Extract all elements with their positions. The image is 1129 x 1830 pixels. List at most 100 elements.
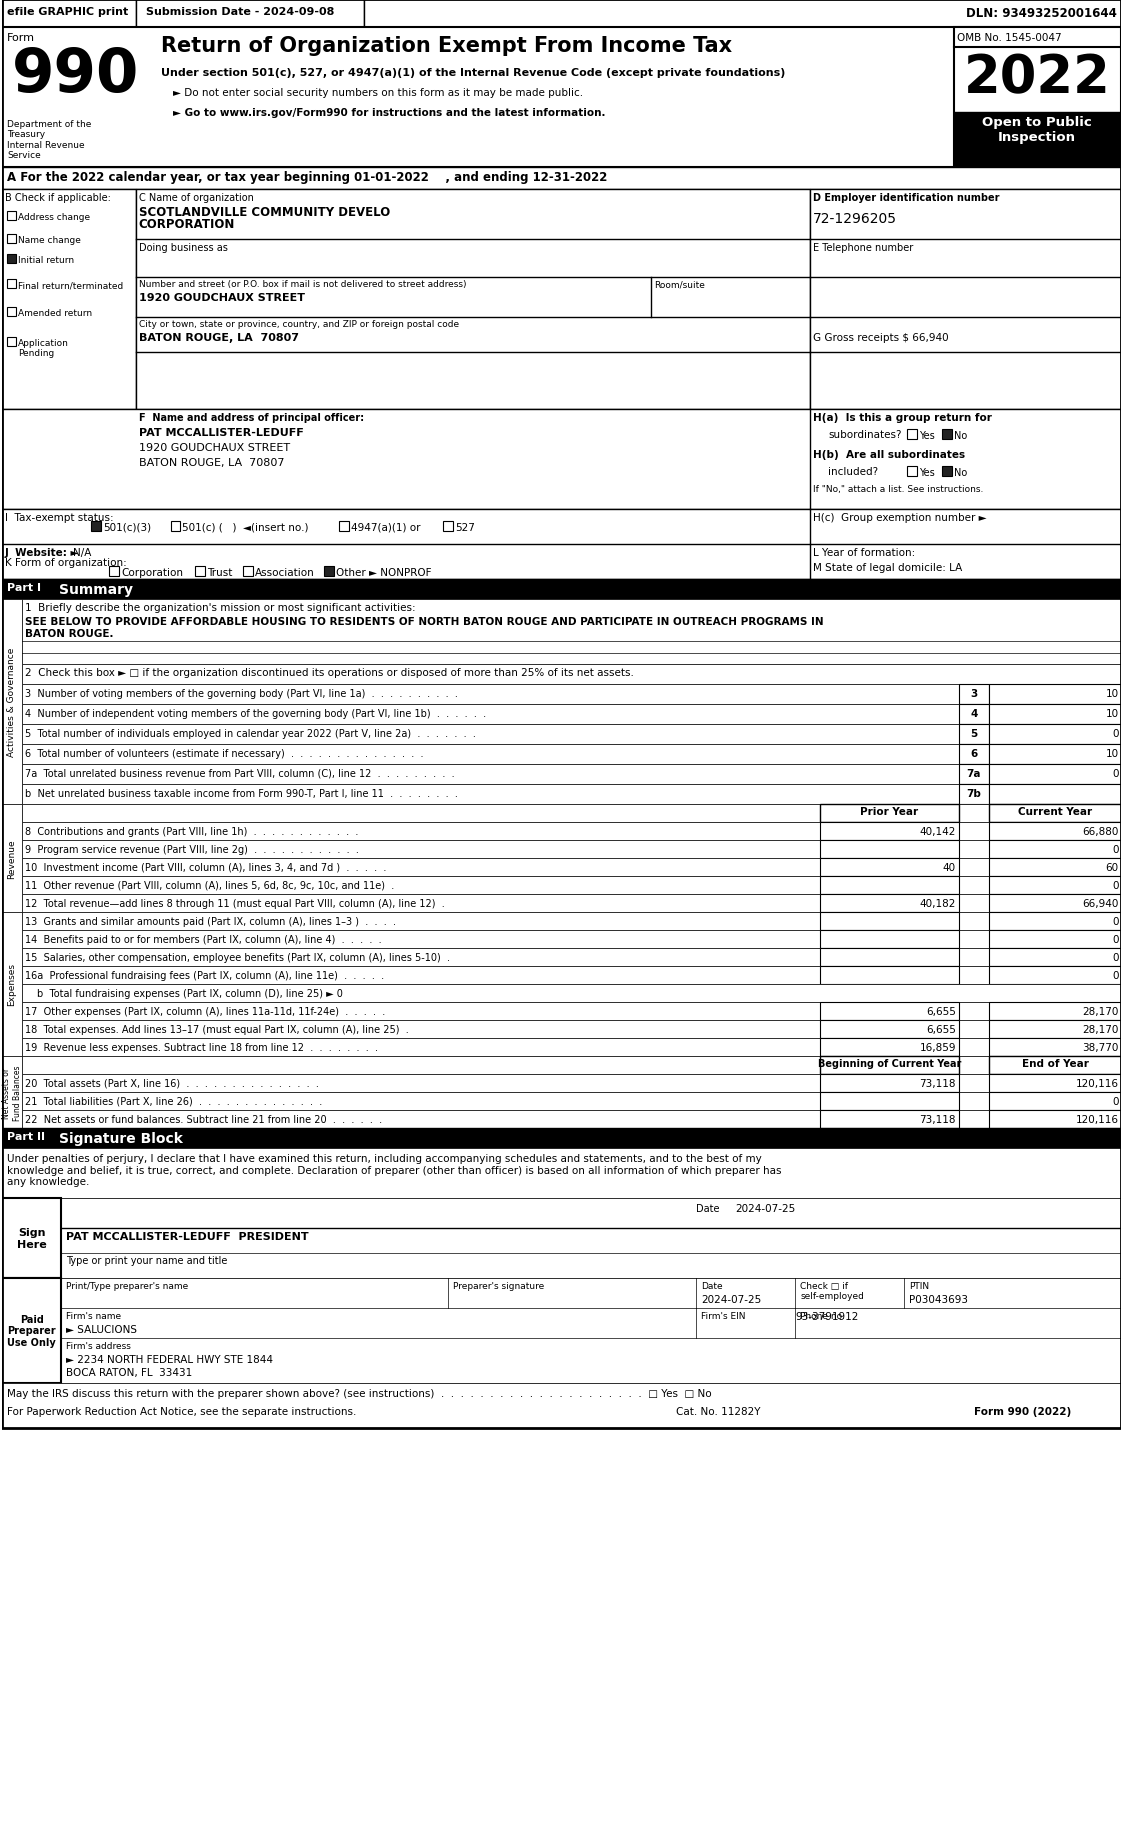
Text: 120,116: 120,116 (1076, 1114, 1119, 1124)
Text: No: No (954, 430, 968, 441)
Text: efile GRAPHIC print: efile GRAPHIC print (7, 7, 129, 16)
Bar (959, 705, 989, 725)
Bar (820, 822, 959, 840)
Bar (21, 985, 1121, 1003)
Bar (2, 580, 1121, 600)
Text: 73,118: 73,118 (919, 1078, 956, 1089)
Text: 21  Total liabilities (Part X, line 26)  .  .  .  .  .  .  .  .  .  .  .  .  .  : 21 Total liabilities (Part X, line 26) .… (25, 1096, 322, 1107)
Text: ► SALUCIONS: ► SALUCIONS (67, 1325, 138, 1334)
Bar (820, 1093, 959, 1111)
Text: 5  Total number of individuals employed in calendar year 2022 (Part V, line 2a) : 5 Total number of individuals employed i… (25, 728, 475, 739)
Bar (989, 705, 1121, 725)
Bar (21, 858, 1121, 877)
Text: 0: 0 (1112, 880, 1119, 891)
Bar (7, 307, 16, 317)
Text: Form 990 (2022): Form 990 (2022) (973, 1405, 1071, 1416)
Bar (908, 467, 917, 478)
Bar (21, 1093, 1121, 1111)
Text: Type or print your name and title: Type or print your name and title (67, 1255, 228, 1265)
Bar (135, 190, 811, 410)
Text: BATON ROUGE, LA  70807: BATON ROUGE, LA 70807 (139, 333, 299, 342)
Bar (444, 522, 453, 533)
Text: 10: 10 (1105, 748, 1119, 759)
Text: 16a  Professional fundraising fees (Part IX, column (A), line 11e)  .  .  .  .  : 16a Professional fundraising fees (Part … (25, 970, 384, 981)
Text: 93-3791912: 93-3791912 (795, 1312, 858, 1321)
Text: ► Do not enter social security numbers on this form as it may be made public.: ► Do not enter social security numbers o… (173, 88, 583, 99)
Text: SCOTLANDVILLE COMMUNITY DEVELO: SCOTLANDVILLE COMMUNITY DEVELO (139, 207, 390, 220)
Bar (820, 877, 959, 895)
Text: 13  Grants and similar amounts paid (Part IX, column (A), lines 1–3 )  .  .  .  : 13 Grants and similar amounts paid (Part… (25, 917, 396, 926)
Text: Trust: Trust (208, 567, 233, 578)
Text: Date: Date (697, 1204, 719, 1213)
Bar (2, 1129, 1121, 1149)
Text: b  Total fundraising expenses (Part IX, column (D), line 25) ► 0: b Total fundraising expenses (Part IX, c… (36, 988, 342, 999)
Bar (21, 877, 1121, 895)
Text: 0: 0 (1112, 952, 1119, 963)
Text: D Employer identification number: D Employer identification number (813, 192, 999, 203)
Text: Initial return: Initial return (18, 256, 73, 265)
Text: 2022: 2022 (964, 51, 1111, 104)
Bar (21, 745, 1121, 765)
Text: Revenue: Revenue (8, 838, 16, 878)
Text: 2024-07-25: 2024-07-25 (736, 1204, 796, 1213)
Text: Yes: Yes (919, 430, 935, 441)
Text: PAT MCCALLISTER-LEDUFF  PRESIDENT: PAT MCCALLISTER-LEDUFF PRESIDENT (67, 1232, 309, 1241)
Bar (2, 190, 135, 410)
Bar (989, 1038, 1121, 1056)
Text: Form: Form (7, 33, 35, 42)
Text: 990: 990 (12, 46, 139, 104)
Text: 22  Net assets or fund balances. Subtract line 21 from line 20  .  .  .  .  .  .: 22 Net assets or fund balances. Subtract… (25, 1114, 382, 1124)
Text: 501(c) (   )  ◄(insert no.): 501(c) ( ) ◄(insert no.) (183, 523, 309, 533)
Text: H(a)  Is this a group return for: H(a) Is this a group return for (813, 414, 992, 423)
Text: Sign
Here: Sign Here (17, 1228, 46, 1250)
Text: H(c)  Group exemption number ►: H(c) Group exemption number ► (813, 512, 987, 523)
Text: C Name of organization: C Name of organization (139, 192, 254, 203)
Text: A For the 2022 calendar year, or tax year beginning 01-01-2022    , and ending 1: A For the 2022 calendar year, or tax yea… (7, 170, 607, 183)
Text: Print/Type preparer's name: Print/Type preparer's name (67, 1281, 189, 1290)
Bar (989, 785, 1121, 805)
Text: 7b: 7b (966, 789, 981, 798)
Text: 11  Other revenue (Part VIII, column (A), lines 5, 6d, 8c, 9c, 10c, and 11e)  .: 11 Other revenue (Part VIII, column (A),… (25, 880, 394, 891)
Text: 66,880: 66,880 (1082, 827, 1119, 836)
Text: Under penalties of perjury, I declare that I have examined this return, includin: Under penalties of perjury, I declare th… (7, 1153, 781, 1186)
Bar (2, 1383, 1121, 1427)
Text: G Gross receipts $ 66,940: G Gross receipts $ 66,940 (813, 333, 948, 342)
Bar (2, 511, 1121, 580)
Text: 10: 10 (1105, 688, 1119, 699)
Bar (989, 745, 1121, 765)
Bar (908, 430, 917, 439)
Bar (324, 567, 334, 576)
Bar (7, 280, 16, 289)
Text: 9  Program service revenue (Part VIII, line 2g)  .  .  .  .  .  .  .  .  .  .  .: 9 Program service revenue (Part VIII, li… (25, 844, 359, 855)
Text: 6,655: 6,655 (926, 1007, 956, 1016)
Text: SEE BELOW TO PROVIDE AFFORDABLE HOUSING TO RESIDENTS OF NORTH BATON ROUGE AND PA: SEE BELOW TO PROVIDE AFFORDABLE HOUSING … (25, 617, 823, 626)
Text: 501(c)(3): 501(c)(3) (103, 523, 151, 533)
Text: Doing business as: Doing business as (139, 243, 228, 253)
Text: 40,142: 40,142 (919, 827, 956, 836)
Text: B Check if applicable:: B Check if applicable: (5, 192, 111, 203)
Text: Beginning of Current Year: Beginning of Current Year (817, 1058, 961, 1069)
Bar (2, 1279, 61, 1383)
Bar (21, 725, 1121, 745)
Bar (820, 840, 959, 858)
Bar (21, 840, 1121, 858)
Bar (989, 966, 1121, 985)
Bar (2, 168, 1121, 190)
Bar (243, 567, 253, 576)
Text: M State of legal domicile: LA: M State of legal domicile: LA (813, 562, 962, 573)
Bar (820, 1111, 959, 1129)
Text: L Year of formation:: L Year of formation: (813, 547, 916, 558)
Text: BOCA RATON, FL  33431: BOCA RATON, FL 33431 (67, 1367, 193, 1378)
Bar (91, 522, 102, 533)
Bar (989, 895, 1121, 913)
Text: Department of the
Treasury
Internal Revenue
Service: Department of the Treasury Internal Reve… (7, 121, 91, 159)
Text: Part II: Part II (7, 1131, 45, 1142)
Text: 527: 527 (455, 523, 475, 533)
Text: ► 2234 NORTH FEDERAL HWY STE 1844: ► 2234 NORTH FEDERAL HWY STE 1844 (67, 1354, 273, 1363)
Text: Check □ if
self-employed: Check □ if self-employed (800, 1281, 864, 1301)
Text: 18  Total expenses. Add lines 13–17 (must equal Part IX, column (A), line 25)  .: 18 Total expenses. Add lines 13–17 (must… (25, 1025, 409, 1034)
Text: BATON ROUGE, LA  70807: BATON ROUGE, LA 70807 (139, 458, 285, 468)
Bar (959, 684, 989, 705)
Bar (989, 948, 1121, 966)
Text: 3  Number of voting members of the governing body (Part VI, line 1a)  .  .  .  .: 3 Number of voting members of the govern… (25, 688, 457, 699)
